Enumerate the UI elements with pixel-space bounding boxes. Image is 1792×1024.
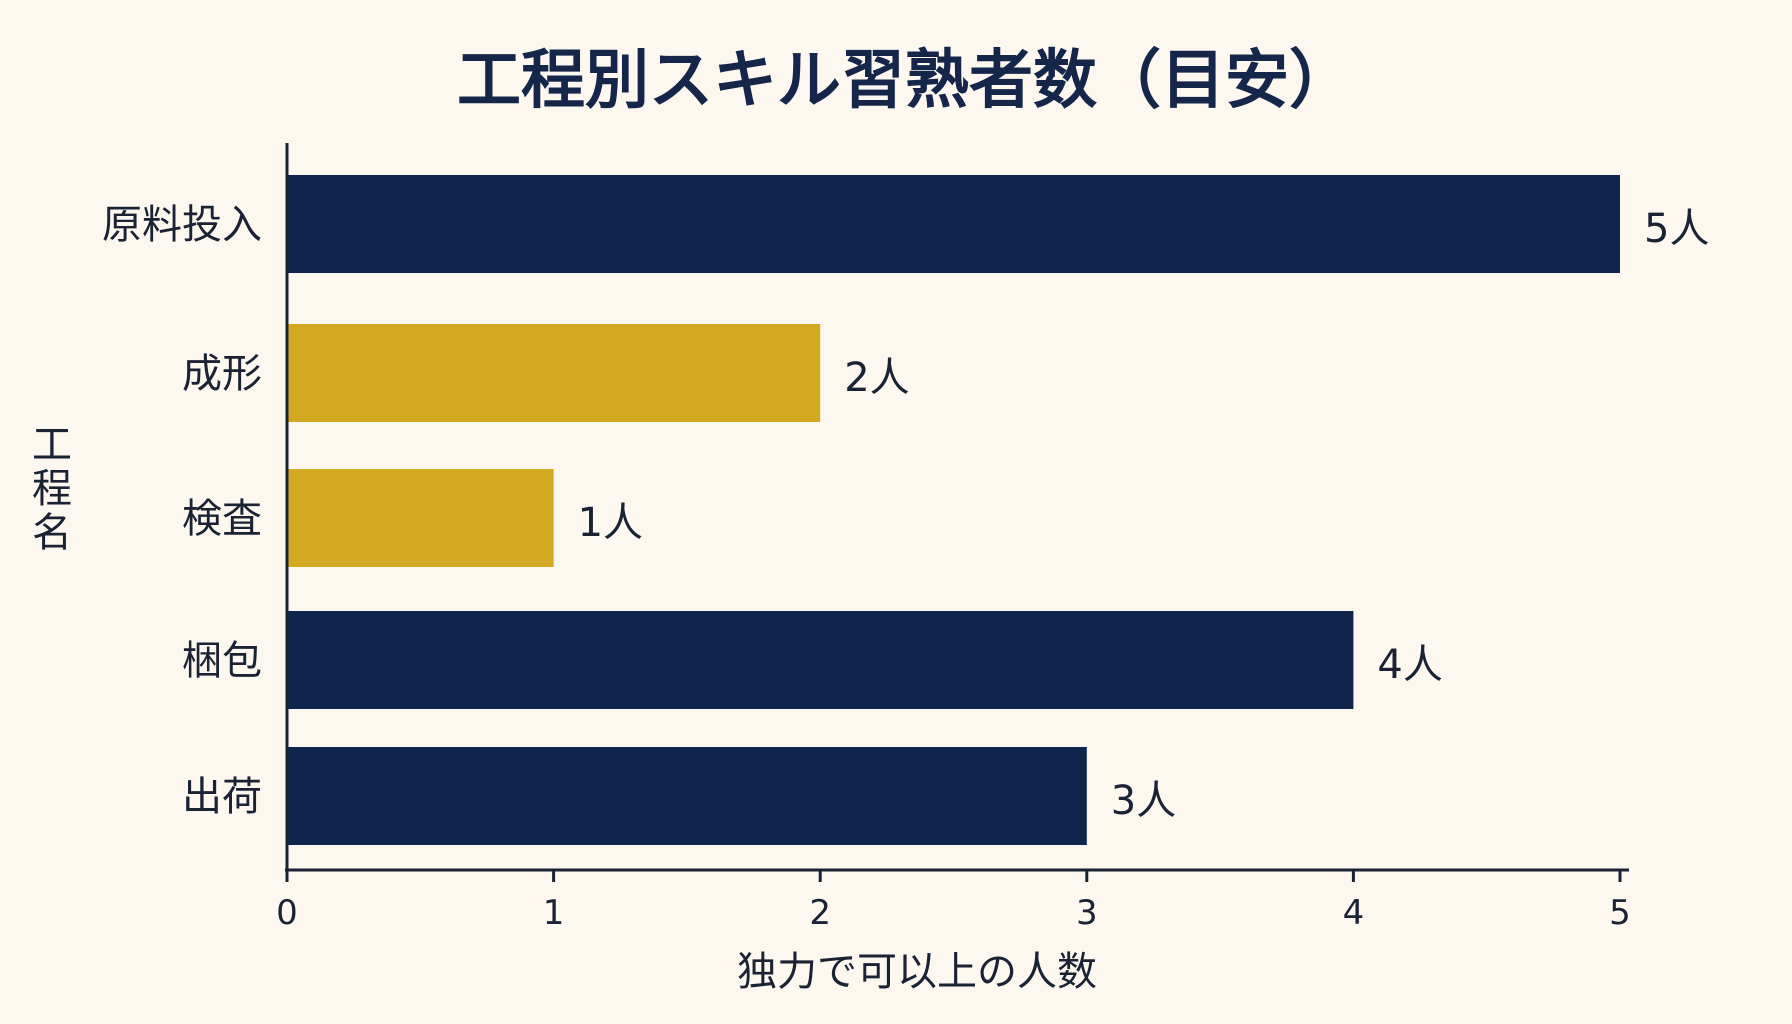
bars-group bbox=[287, 175, 1620, 845]
x-tick-label: 2 bbox=[809, 893, 831, 933]
y-axis-title-char: 工 bbox=[32, 422, 72, 468]
x-tick-label: 1 bbox=[543, 893, 565, 933]
x-axis-title: 独力で可以上の人数 bbox=[737, 949, 1097, 995]
data-label: 1人 bbox=[578, 500, 643, 546]
x-axis-ticks: 0 1 2 3 4 5 bbox=[276, 870, 1631, 933]
data-label: 5人 bbox=[1644, 206, 1709, 252]
category-label: 成形 bbox=[182, 351, 262, 397]
x-tick-label: 0 bbox=[276, 893, 298, 933]
data-label: 4人 bbox=[1377, 642, 1442, 688]
category-label: 梱包 bbox=[182, 638, 262, 684]
data-labels: 5人 2人 1人 4人 3人 bbox=[578, 206, 1710, 824]
chart-title: 工程別スキル習熟者数（目安） bbox=[457, 44, 1353, 118]
category-label: 原料投入 bbox=[102, 202, 262, 248]
data-label: 3人 bbox=[1111, 778, 1176, 824]
x-tick-label: 4 bbox=[1343, 893, 1365, 933]
bar-4 bbox=[287, 611, 1354, 709]
x-tick-label: 5 bbox=[1609, 893, 1631, 933]
y-axis-title-char: 程 bbox=[32, 466, 72, 512]
y-axis-title: 工程名 bbox=[32, 422, 72, 556]
category-label: 検査 bbox=[182, 496, 262, 542]
bar-3 bbox=[287, 469, 554, 567]
category-label: 出荷 bbox=[182, 774, 262, 820]
bar-5 bbox=[287, 747, 1087, 845]
y-axis-title-char: 名 bbox=[32, 510, 72, 556]
bar-1 bbox=[287, 175, 1620, 273]
x-tick-label: 3 bbox=[1076, 893, 1098, 933]
bar-2 bbox=[287, 324, 821, 422]
data-label: 2人 bbox=[844, 355, 909, 401]
